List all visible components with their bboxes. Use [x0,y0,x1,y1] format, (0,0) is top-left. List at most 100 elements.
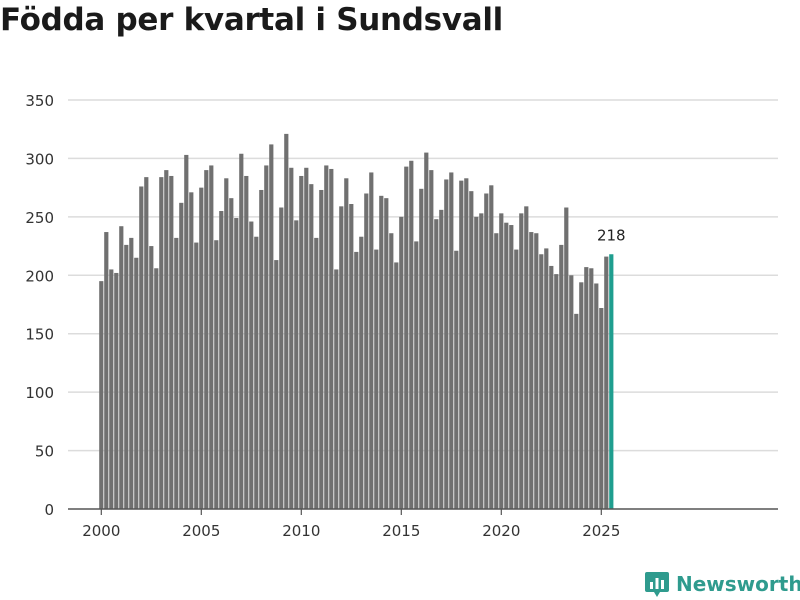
bar [344,178,349,510]
bar [604,256,609,509]
bar [169,175,174,509]
bar [314,237,319,509]
bar [529,232,534,510]
bar [379,195,384,509]
bar [374,249,379,509]
bar [559,244,564,509]
bar [464,178,469,510]
bar [279,207,284,509]
bar [249,221,254,509]
bar [199,187,204,509]
bar [309,184,314,509]
highlight-value-label: 218 [597,226,626,244]
bar [174,237,179,509]
bar [484,193,489,510]
bar [454,250,459,509]
highlighted-bar [609,254,614,509]
bar [459,180,464,509]
bar [389,233,394,509]
y-tick-label: 0 [44,501,54,519]
x-tick-label: 2025 [582,522,620,540]
bar [214,240,219,510]
bar [194,242,199,509]
bar [479,213,484,509]
bar [304,167,309,509]
bar [354,251,359,509]
bar [509,225,514,510]
bar [289,167,294,509]
bar [139,186,144,509]
bar-chart-logo-icon [645,572,669,597]
bar [544,248,549,509]
bar [599,308,604,509]
bar [364,193,369,510]
y-tick-label: 300 [25,150,54,168]
bar [299,175,304,509]
x-tick-label: 2005 [182,522,220,540]
bar [99,281,104,509]
bar [399,216,404,510]
y-tick-label: 250 [25,209,54,227]
bar [524,206,529,509]
bar [124,244,129,509]
bar [239,153,244,509]
bar [419,188,424,509]
newsworthy-brand: Newsworthy [644,570,800,598]
bar [404,166,409,510]
bar [264,165,269,509]
bar [569,275,574,509]
bar [519,213,524,509]
bar [209,165,214,509]
bar [369,172,374,509]
bar [324,165,329,509]
bar [254,236,259,509]
bar [489,185,494,509]
bar [349,204,354,509]
bar [149,246,154,509]
bar [574,313,579,509]
bar [114,272,119,509]
y-tick-label: 200 [25,267,54,285]
bar [554,274,559,509]
bar [274,260,279,509]
x-tick-label: 2020 [482,522,520,540]
y-tick-label: 50 [35,443,54,461]
bar [224,178,229,510]
bar [204,170,209,510]
bar [109,269,114,509]
chart-title: Födda per kvartal i Sundsvall [0,2,503,38]
bar [564,207,569,509]
bar [339,206,344,509]
bar [189,192,194,509]
bar [414,241,419,509]
bar [434,219,439,509]
bar [269,144,274,509]
bar [409,160,414,509]
bar [284,133,289,509]
bar [494,233,499,509]
bar [179,202,184,509]
bar [294,220,299,510]
bar [474,216,479,510]
bar [119,226,124,509]
bar [129,237,134,509]
bar [584,267,589,509]
bar [594,283,599,509]
y-tick-label: 150 [25,326,54,344]
bar [184,154,189,510]
bar [439,209,444,509]
bar [504,222,509,509]
bar [589,268,594,509]
bar [444,179,449,509]
bar [104,232,109,510]
bar [144,177,149,509]
bar [329,168,334,509]
bar [499,213,504,509]
bar [334,269,339,509]
bar [384,198,389,509]
bar [134,257,139,509]
brand-name: Newsworthy [676,572,800,596]
bar [359,236,364,509]
bar [514,249,519,509]
